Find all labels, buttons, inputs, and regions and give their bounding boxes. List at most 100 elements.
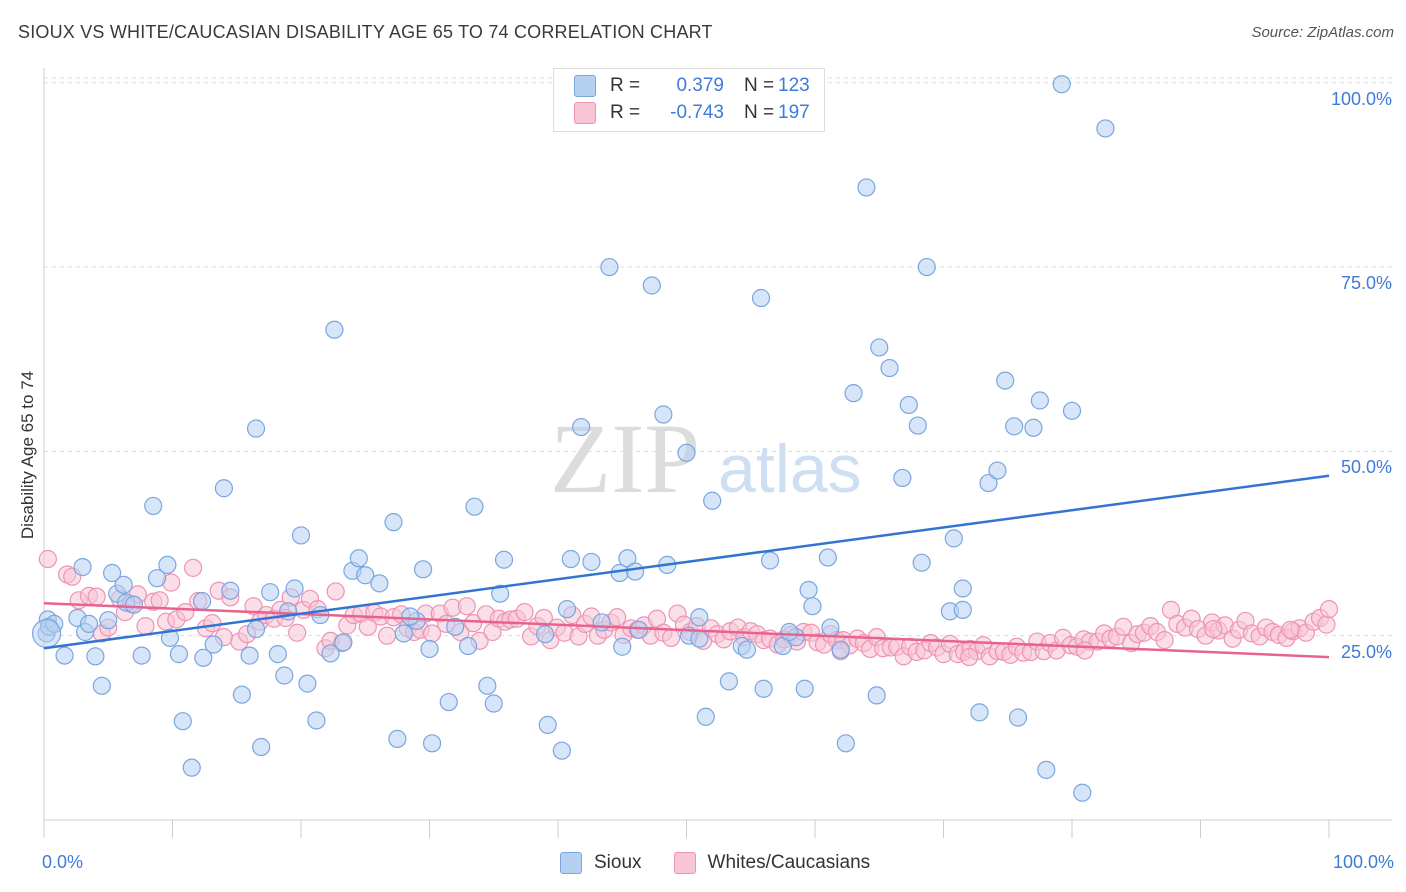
series-sioux [31,75,1115,802]
data-point [751,288,771,308]
data-point [457,597,476,616]
grid-lines [44,77,1392,637]
data-point [173,712,192,731]
data-point [1024,418,1043,437]
n-label: N = [744,75,775,96]
data-point [349,549,368,568]
data-point [275,666,294,685]
data-point [321,644,340,663]
data-point [394,624,413,643]
data-point [592,613,611,632]
data-point [494,550,514,569]
data-point [836,734,855,753]
data-point [465,497,484,516]
data-point [370,574,389,593]
data-point [31,618,62,649]
data-point [79,614,99,633]
data-point [92,676,111,695]
data-point [799,580,818,600]
data-point [867,686,886,705]
data-point [136,617,155,636]
x-tick-label-max: 100.0% [1332,852,1394,872]
data-point [582,552,601,572]
data-point [719,672,739,691]
data-point [87,587,106,606]
data-point [86,647,105,666]
data-point [1008,708,1028,727]
data-point [261,583,280,602]
data-point [182,758,201,777]
data-point [214,479,233,498]
data-point [870,338,889,357]
data-point [899,395,918,415]
data-point [325,320,344,339]
data-point [99,611,118,630]
data-point [114,575,133,594]
data-point [484,694,503,713]
sioux-legend-swatch [560,852,582,874]
n-value-whites: 197 [778,102,810,123]
data-point [268,645,287,664]
data-point [557,600,577,619]
data-point [422,734,442,753]
data-point [844,384,863,403]
whites-swatch [574,102,596,124]
data-point [1114,617,1133,636]
data-point [613,637,632,656]
legend-item-sioux: Sioux [560,852,642,874]
data-point [953,579,972,598]
data-point [953,600,972,619]
data-point [831,640,850,659]
data-point [1096,119,1115,138]
data-point [326,582,345,601]
data-point [908,416,927,435]
data-point [288,623,307,642]
data-point [1075,641,1094,660]
data-point [625,562,645,581]
svg-text:ZIP: ZIP [550,403,700,514]
data-point [803,597,822,616]
data-point [103,563,122,583]
data-point [1005,417,1024,436]
r-value-sioux: 0.379 [676,75,724,96]
data-point [244,597,263,616]
data-point [160,628,180,647]
data-point [478,676,497,695]
n-label: N = [744,102,775,123]
data-point [538,715,557,734]
data-point [73,558,92,577]
n-value-sioux: 123 [778,75,810,96]
data-point [1030,391,1049,410]
data-point [760,551,780,570]
data-point [203,614,222,633]
data-point [194,648,213,667]
source-label: Source: ZipAtlas.com [1251,24,1394,41]
axes [43,68,1392,838]
whites-legend-label: Whites/Caucasians [707,852,871,873]
data-point [979,473,998,493]
data-point [944,529,963,548]
data-point [629,620,649,639]
data-point [654,405,673,424]
data-point [464,614,483,633]
data-point [356,566,375,585]
data-point [246,419,266,438]
data-point [458,636,478,656]
data-point [552,741,571,760]
data-point [150,591,169,610]
data-point [642,276,661,295]
correlation-legend: R = 0.379 N = 123 R = -0.743 N = 197 [553,68,825,132]
data-point [988,461,1007,480]
data-point [1073,783,1092,802]
chart-title: SIOUX VS WHITE/CAUCASIAN DISABILITY AGE … [18,22,713,42]
data-point [996,371,1015,390]
data-point [572,417,591,437]
data-point [608,608,627,627]
data-point [377,626,397,645]
data-point [240,646,259,665]
legend-row-sioux: R = 0.379 N = 123 [574,73,810,99]
data-point [204,635,223,654]
data-point [795,679,814,698]
data-point [893,468,912,488]
data-point [1062,401,1082,420]
